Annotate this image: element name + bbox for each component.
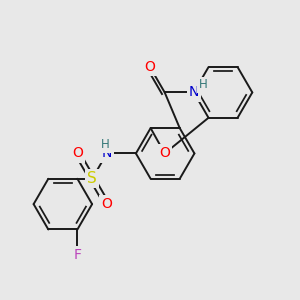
Text: H: H <box>101 138 110 151</box>
Text: O: O <box>101 197 112 211</box>
Text: F: F <box>74 248 81 262</box>
Text: N: N <box>189 85 199 99</box>
Text: O: O <box>145 60 155 74</box>
Text: N: N <box>102 146 112 161</box>
Text: H: H <box>199 78 208 91</box>
Text: S: S <box>87 171 97 186</box>
Text: O: O <box>159 146 170 161</box>
Text: O: O <box>72 146 83 161</box>
